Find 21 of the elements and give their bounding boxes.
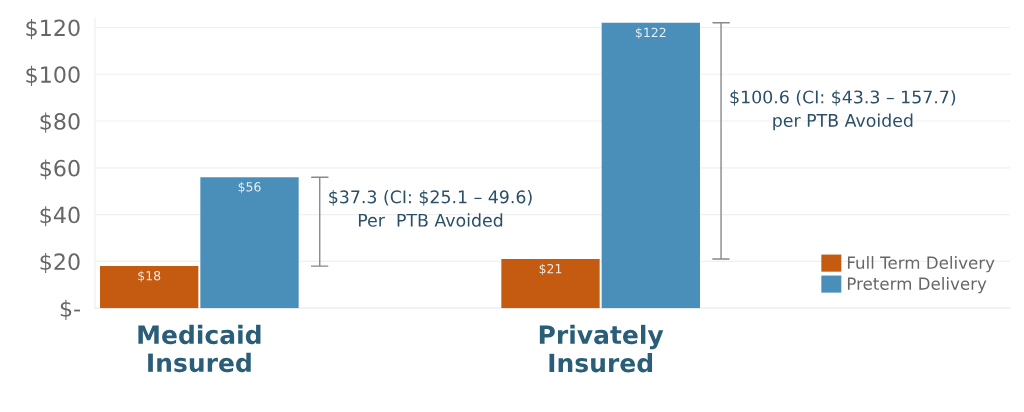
y-tick-label: $60 [40,159,80,180]
data-label: $56 [238,181,261,194]
bar [200,177,299,309]
y-tick-label: $40 [40,206,80,227]
legend-label: Preterm Delivery [847,277,987,294]
x-tick-label: Medicaid Insured [138,324,261,373]
y-tick-label: $120 [26,19,80,40]
data-label: $122 [635,27,666,39]
bar [100,266,199,309]
x-tick-label: Privately Insured [539,324,664,373]
y-tick-label: $80 [40,112,80,133]
annotation: $37.3 (CI: $25.1 – 49.6) Per PTB Avoided [329,189,532,227]
bar [601,22,700,309]
y-tick-label: $100 [26,65,80,86]
y-tick-label: $- [60,299,81,320]
data-label: $18 [138,270,161,283]
annotation: $100.6 (CI: $43.3 – 157.7) per PTB Avoided [730,90,956,131]
legend-label: Full Term Delivery [847,256,995,273]
bar [501,259,600,309]
y-tick-label: $20 [40,252,80,274]
data-label: $21 [539,263,562,276]
